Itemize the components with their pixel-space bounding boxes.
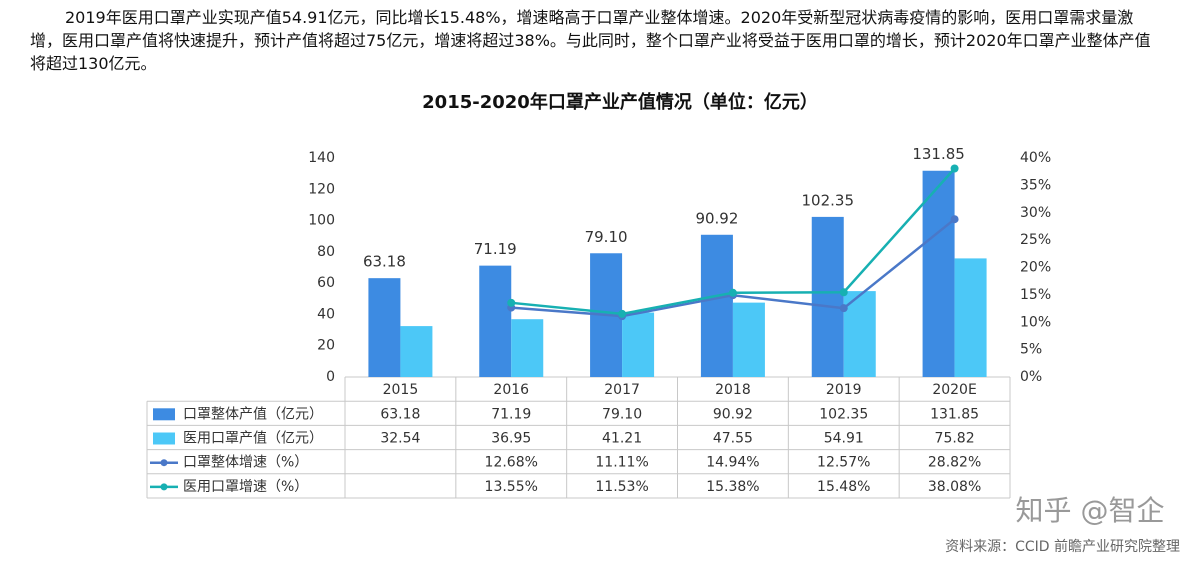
bar [700,234,733,377]
legend-label: 口罩整体增速（%） [183,455,308,471]
intro-text: 2019年医用口罩产业实现产值54.91亿元，同比增长15.48%，增速略高于口… [30,8,1151,73]
data-label: 90.92 [695,209,738,227]
table-cell: 36.95 [491,431,531,447]
table-cell: 38.08% [928,479,981,495]
table-cell: 131.85 [930,406,979,422]
line-marker [728,288,737,297]
line-marker [839,288,848,297]
x-tick-label: 2020E [932,382,976,398]
table-cell: 28.82% [928,455,981,471]
source: 资料来源：CCID 前瞻产业研究院整理 [945,538,1180,555]
bar [922,170,955,377]
table-cell: 15.38% [706,479,759,495]
legend-label: 口罩整体产值（亿元） [183,406,323,422]
table-cell: 102.35 [819,406,868,422]
table-cell: 79.10 [602,406,642,422]
table-cell: 75.82 [935,431,975,447]
table-cell: 11.53% [595,479,648,495]
legend-swatch [153,432,175,445]
table-cell: 90.92 [713,406,753,422]
y2-tick-label: 35% [1020,177,1051,193]
line-marker [507,298,516,307]
bar [954,258,987,377]
chart-title: 2015-2020年口罩产业产值情况（单位：亿元） [422,91,818,113]
line-marker [950,164,959,173]
legend-label: 医用口罩产值（亿元） [183,431,323,447]
y-tick-label: 100 [308,213,335,229]
x-tick-label: 2018 [715,382,751,398]
table-cell: 41.21 [602,431,642,447]
y-tick-label: 20 [317,338,335,354]
x-tick-label: 2015 [383,382,419,398]
bar [511,319,544,377]
bar [368,278,401,377]
line-marker [950,215,959,224]
credit: 知乎 @智企 [1016,494,1165,527]
table-cell: 63.18 [380,406,420,422]
bar [479,265,512,377]
y2-tick-label: 30% [1020,205,1051,221]
line-marker [618,309,627,318]
y-tick-label: 40 [317,306,335,322]
table-cell: 47.55 [713,431,753,447]
table-cell: 32.54 [380,431,420,447]
bar [622,312,655,377]
bar [811,216,844,377]
data-label: 63.18 [363,253,406,271]
legend-swatch [160,459,168,467]
y2-tick-label: 5% [1020,342,1042,358]
legend-swatch [153,408,175,421]
legend-swatch [160,483,168,491]
table-cell: 11.11% [595,455,648,471]
y2-tick-label: 40% [1020,150,1051,166]
y-tick-label: 0 [326,369,335,385]
y2-tick-label: 15% [1020,287,1051,303]
line-marker [839,304,848,313]
y2-tick-label: 0% [1020,369,1042,385]
x-tick-label: 2016 [493,382,529,398]
table-cell: 14.94% [706,455,759,471]
table-cell: 15.48% [817,479,870,495]
table-cell: 71.19 [491,406,531,422]
table-cell: 54.91 [824,431,864,447]
y-tick-label: 140 [308,150,335,166]
y-tick-label: 80 [317,244,335,260]
x-tick-label: 2017 [604,382,640,398]
y-tick-label: 60 [317,275,335,291]
data-label: 102.35 [802,191,855,209]
legend-label: 医用口罩增速（%） [183,479,308,495]
table-cell: 13.55% [485,479,538,495]
x-tick-label: 2019 [826,382,862,398]
data-label: 131.85 [912,145,965,163]
table-cell: 12.57% [817,455,870,471]
table-cell: 12.68% [485,455,538,471]
y2-tick-label: 20% [1020,260,1051,276]
bar [732,302,765,377]
y-tick-label: 120 [308,181,335,197]
data-label: 71.19 [474,240,517,258]
data-label: 79.10 [585,228,628,246]
y2-tick-label: 25% [1020,232,1051,248]
y2-tick-label: 10% [1020,314,1051,330]
bar [400,326,433,377]
